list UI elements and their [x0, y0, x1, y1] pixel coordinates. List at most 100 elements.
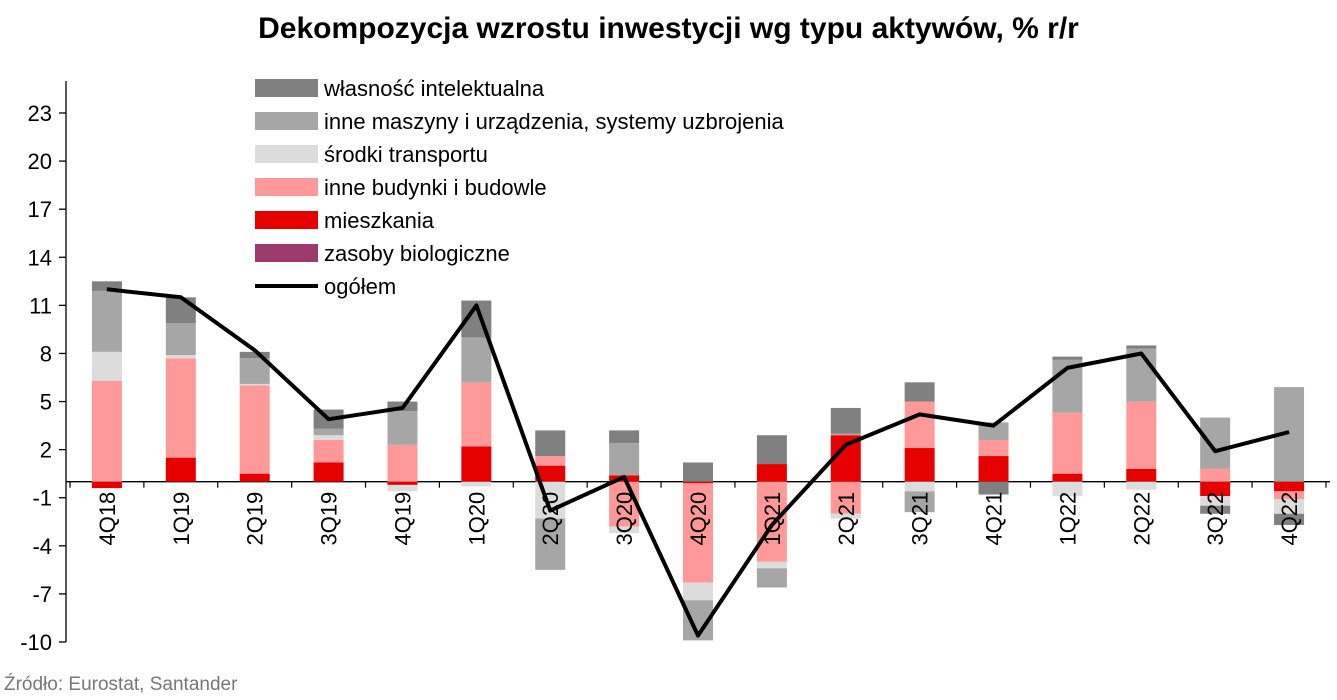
bar-segment — [461, 481, 492, 487]
bar-segment — [461, 382, 492, 447]
x-tick-label: 4Q20 — [686, 492, 711, 546]
bar-segment — [535, 465, 566, 482]
total-line-layer — [106, 287, 1290, 638]
bar-segment — [609, 481, 640, 527]
y-tick-label: 14 — [28, 245, 52, 270]
axes: 23 20 17 14 11 8 5 2 -1 -4 -7 -10 — [20, 81, 1330, 655]
bar-segment — [978, 422, 1009, 441]
legend-swatch — [255, 112, 318, 130]
bar-segment — [239, 385, 270, 474]
y-tick-label: -1 — [32, 486, 52, 511]
bar-segment — [313, 462, 344, 482]
bar-segment — [904, 448, 935, 482]
bar-segment — [609, 430, 640, 444]
total-line — [106, 287, 1290, 638]
x-tick-label: 2Q22 — [1129, 492, 1154, 546]
bar-segment — [978, 440, 1009, 457]
x-tick-label: 1Q21 — [760, 492, 785, 546]
bar-segment — [904, 401, 935, 449]
bar-segment — [756, 435, 787, 465]
bar-segment — [91, 351, 122, 381]
legend-label: zasoby biologiczne — [324, 241, 510, 266]
x-tick-label: 2Q21 — [834, 492, 859, 546]
x-tick-label: 4Q18 — [95, 492, 120, 546]
bar-segment — [1200, 481, 1231, 497]
y-tick-label: 20 — [28, 149, 52, 174]
x-tick-label: 3Q19 — [317, 492, 342, 546]
x-tick-label: 1Q20 — [464, 492, 489, 546]
bar-segment — [1052, 412, 1083, 474]
x-tick-label: 4Q21 — [982, 492, 1007, 546]
bar-segment — [1126, 401, 1157, 469]
y-tick-label: 5 — [40, 390, 52, 415]
bar-segment — [756, 481, 787, 562]
bar-segment — [904, 481, 935, 492]
y-tick-label: 11 — [29, 293, 52, 318]
bar-segment — [978, 456, 1009, 482]
bar-segment — [1200, 505, 1231, 514]
bar-segment — [830, 407, 861, 434]
y-tick-label: -7 — [32, 582, 52, 607]
y-tick-label: 2 — [40, 438, 52, 463]
bar-segment — [387, 411, 418, 445]
x-tick-label: 4Q19 — [390, 492, 415, 546]
bar-segment — [165, 355, 196, 359]
bar-segment — [1052, 481, 1083, 497]
legend-swatch — [255, 178, 318, 196]
bar-segment — [239, 351, 270, 359]
bar-segment — [461, 446, 492, 482]
bar-segment — [756, 568, 787, 588]
bar-segment — [165, 322, 196, 356]
bar-segment — [91, 281, 122, 291]
y-tick-label: 17 — [28, 197, 52, 222]
bar-segment — [461, 337, 492, 383]
bar-segment — [535, 430, 566, 457]
legend-label: ogółem — [324, 274, 396, 299]
bar-segment — [1274, 513, 1305, 525]
bar-segment — [1274, 481, 1305, 492]
bar-segment — [756, 464, 787, 482]
bar-segment — [1200, 496, 1231, 506]
bar-segment — [904, 491, 935, 513]
legend-swatch — [255, 244, 318, 262]
bar-segment — [1126, 468, 1157, 482]
bar-segment — [313, 428, 344, 436]
source-note: Źródło: Eurostat, Santander — [4, 674, 238, 695]
bar-segment — [535, 456, 566, 466]
legend-swatch — [255, 211, 318, 229]
bar-segment — [1274, 491, 1305, 500]
x-tick-label: 1Q19 — [169, 492, 194, 546]
bar-segment — [683, 481, 713, 484]
y-tick-label: 23 — [28, 101, 52, 126]
bar-segment — [387, 484, 418, 492]
legend-label: inne maszyny i urządzenia, systemy uzbro… — [324, 109, 785, 134]
bar-segment — [1200, 417, 1231, 469]
bar-segment — [609, 526, 640, 533]
bar-segment — [756, 561, 787, 569]
legend-label: własność intelektualna — [323, 76, 545, 101]
y-tick-label: 8 — [40, 341, 52, 366]
bar-segment — [313, 435, 344, 441]
legend-swatch — [255, 79, 318, 97]
bar-segment — [91, 380, 122, 482]
bar-segment — [830, 481, 861, 514]
x-tick-label: 1Q22 — [1055, 492, 1080, 546]
chart-title: Dekompozycja wzrostu inwestycji wg typu … — [258, 12, 1079, 45]
bar-segment — [683, 582, 713, 601]
legend-swatch — [255, 145, 318, 163]
bar-segment — [91, 290, 122, 352]
bar-segment — [1126, 481, 1157, 490]
bar-segment — [904, 382, 935, 402]
bar-segment — [165, 358, 196, 458]
legend: własność intelektualna inne maszyny i urz… — [255, 76, 785, 299]
bar-segment — [1052, 356, 1083, 360]
bar-segment — [313, 440, 344, 463]
x-tick-label: 2Q19 — [243, 492, 268, 546]
bar-segment — [1052, 473, 1083, 482]
bar-segment — [609, 443, 640, 476]
bar-segment — [165, 297, 196, 323]
x-tick-label: 4Q22 — [1277, 492, 1302, 546]
legend-label: mieszkania — [324, 208, 435, 233]
bar-segment — [387, 481, 418, 485]
